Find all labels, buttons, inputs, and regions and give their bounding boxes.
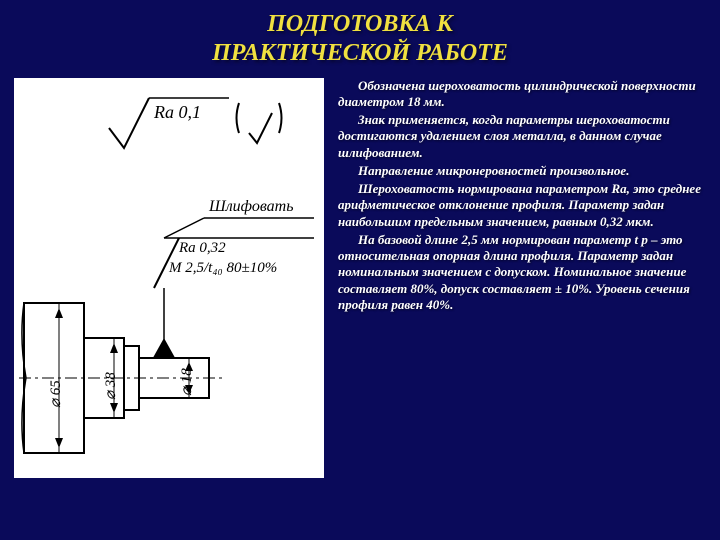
slide-title: ПОДГОТОВКА К ПРАКТИЧЕСКОЙ РАБОТЕ [0,0,720,74]
paragraph-5: На базовой длине 2,5 мм нормирован парам… [338,232,706,313]
text-column: Обозначена шероховатость цилиндрической … [338,78,706,530]
paragraph-1: Обозначена шероховатость цилиндрической … [338,78,706,111]
dim-d38: ⌀ 38 [101,372,120,400]
engineering-drawing: Ra 0,1 Шлифовать Ra 0,32 М 2,5/t₄₀ 80±10… [14,78,324,478]
paragraph-4: Шероховатость нормирована параметром Ra,… [338,181,706,230]
label-shlifovat: Шлифовать [209,198,293,216]
slide: ПОДГОТОВКА К ПРАКТИЧЕСКОЙ РАБОТЕ [0,0,720,540]
label-m-line: М 2,5/t₄₀ 80±10% [169,260,277,277]
title-line-2: ПРАКТИЧЕСКОЙ РАБОТЕ [212,40,508,66]
paragraph-2: Знак применяется, когда параметры шерохо… [338,112,706,161]
drawing-svg [14,78,324,478]
paragraph-3: Направление микронеровностей произвольно… [338,163,706,179]
label-ra-top: Ra 0,1 [154,102,201,123]
label-ra032: Ra 0,32 [179,240,226,257]
dim-d65: ⌀ 65 [46,380,65,408]
title-line-1: ПОДГОТОВКА К [267,11,453,37]
dim-d18: ⌀ 18 [177,368,196,396]
content-row: Ra 0,1 Шлифовать Ra 0,32 М 2,5/t₄₀ 80±10… [0,74,720,540]
